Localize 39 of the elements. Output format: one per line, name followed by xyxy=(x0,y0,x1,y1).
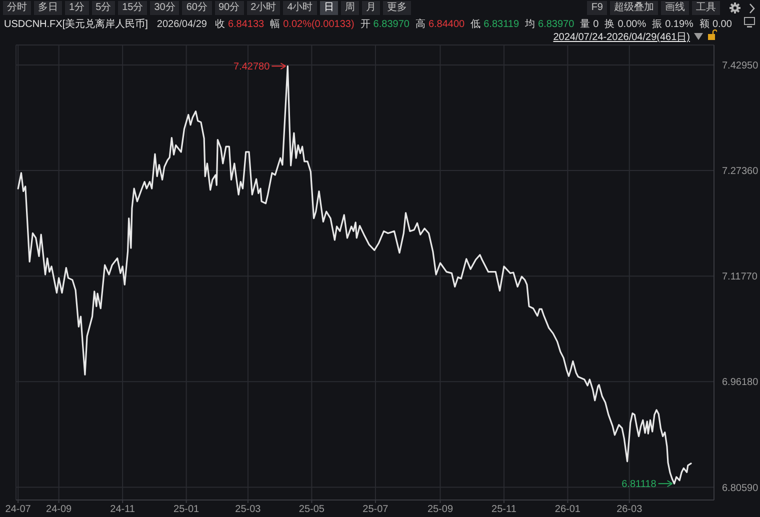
y-tick-label: 6.80590 xyxy=(722,482,759,494)
toolbar-button: 90分 xyxy=(214,1,244,15)
toolbar-button: F9 xyxy=(587,1,607,15)
x-tick-label: 25-05 xyxy=(298,504,325,516)
toolbar-button: 30分 xyxy=(150,1,180,15)
toolbar-button: 周 xyxy=(340,1,359,15)
x-tick-label: 26-03 xyxy=(616,504,643,516)
toolbar-button: 工具 xyxy=(692,1,720,15)
x-tick-label: 24-11 xyxy=(110,504,136,516)
toolbar-button: 日 xyxy=(320,1,338,15)
toolbar-button: 超级叠加 xyxy=(610,1,658,15)
toolbar-button: 60分 xyxy=(182,1,212,15)
x-tick-label: 25-01 xyxy=(174,504,200,516)
toolbar-button: 5分 xyxy=(92,1,116,15)
toolbar-button: 多日 xyxy=(34,1,62,15)
x-tick-label: 24-09 xyxy=(46,504,72,516)
text: 2026/04/29 收 6.84133 幅 0.02%(0.00133) 开 6.83970 高 6.84400 低 6.83119 均 6.83970 量 0 换 0.00% 振 0.19% 额 0.00 xyxy=(156,19,732,30)
toolbar-button: 画线 xyxy=(661,1,689,15)
toolbar-button: 4小时 xyxy=(283,1,317,15)
chart-title: USDCNH.FX[美元兑离岸人民币] xyxy=(4,19,148,30)
toolbar-button: 分时 xyxy=(3,1,31,15)
annotation: 7.42780 xyxy=(234,62,270,73)
toolbar-button: 更多 xyxy=(382,1,411,15)
toolbar-button: 月 xyxy=(362,1,380,15)
annotation: 6.81118 xyxy=(622,479,657,490)
y-tick-label: 7.27360 xyxy=(722,166,759,178)
toolbar-button: 2小时 xyxy=(246,1,280,15)
toolbar-button: 1分 xyxy=(65,1,89,15)
toolbar-button: 15分 xyxy=(118,1,148,15)
x-tick-label: 26-01 xyxy=(554,504,581,516)
x-tick-label: 24-07 xyxy=(5,504,32,516)
x-tick-label: 25-03 xyxy=(235,504,262,516)
y-tick-label: 7.11770 xyxy=(722,272,758,283)
x-tick-label: 25-07 xyxy=(362,504,389,516)
x-tick-label: 25-11 xyxy=(492,504,517,516)
y-tick-label: 6.96180 xyxy=(722,377,759,388)
x-tick-label: 25-09 xyxy=(427,504,454,516)
y-tick-label: 7.42950 xyxy=(722,60,759,72)
text: 2024/07/24-2026/04/29(461日) xyxy=(553,32,690,43)
